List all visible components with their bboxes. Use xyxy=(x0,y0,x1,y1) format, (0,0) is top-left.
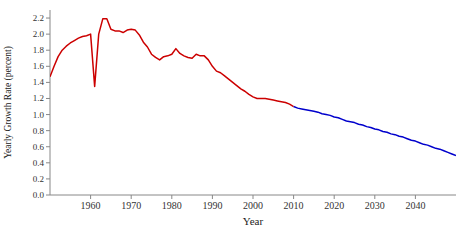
y-axis-line xyxy=(50,10,51,195)
y-tick-label: 0.0 xyxy=(33,190,45,200)
x-axis-label: Year xyxy=(243,215,264,227)
y-tick-label: 0.2 xyxy=(33,174,44,184)
y-axis-label: Yearly Growth Rate (percent) xyxy=(3,46,14,159)
x-tick xyxy=(374,195,375,199)
axes: 1960 1970 1980 1990 2000 2010 2020 2030 2040 0.0 0… xyxy=(33,10,456,211)
y-tick xyxy=(46,98,50,99)
y-tick-label: 1.6 xyxy=(33,61,45,71)
series-line xyxy=(50,19,294,107)
x-tick-label: 1970 xyxy=(121,200,141,211)
x-tick xyxy=(293,195,294,199)
y-tick-label: 2.2 xyxy=(33,13,44,23)
y-tick xyxy=(46,114,50,115)
y-tick xyxy=(46,162,50,163)
x-tick-label: 2030 xyxy=(365,200,385,211)
x-tick-label: 1990 xyxy=(202,200,222,211)
y-tick-label: 0.4 xyxy=(33,158,45,168)
x-tick-label: 1980 xyxy=(162,200,182,211)
y-tick xyxy=(46,66,50,67)
y-tick-label: 1.0 xyxy=(33,110,45,120)
x-tick xyxy=(334,195,335,199)
y-tick-label: 2.0 xyxy=(33,29,45,39)
y-tick-label: 0.6 xyxy=(33,142,45,152)
y-tick-label: 1.2 xyxy=(33,93,44,103)
x-tick-label: 2000 xyxy=(243,200,263,211)
y-tick-label: 1.4 xyxy=(33,77,45,87)
background xyxy=(0,0,470,231)
y-tick xyxy=(46,82,50,83)
y-tick xyxy=(46,178,50,179)
x-tick xyxy=(131,195,132,199)
y-tick xyxy=(46,130,50,131)
x-tick xyxy=(415,195,416,199)
y-tick xyxy=(46,195,50,196)
y-tick xyxy=(46,18,50,19)
x-tick-label: 2040 xyxy=(405,200,425,211)
y-tick xyxy=(46,146,50,147)
x-tick xyxy=(212,195,213,199)
x-tick xyxy=(171,195,172,199)
y-tick xyxy=(46,34,50,35)
chart: 1960 1970 1980 1990 2000 2010 2020 2030 2040 0.0 0… xyxy=(0,0,470,231)
x-tick-label: 2010 xyxy=(284,200,304,211)
plot-area xyxy=(50,19,456,156)
x-tick-label: 1960 xyxy=(81,200,101,211)
series-line xyxy=(294,107,456,156)
x-tick xyxy=(90,195,91,199)
x-tick-label: 2020 xyxy=(324,200,344,211)
y-tick-label: 1.8 xyxy=(33,45,45,55)
y-tick xyxy=(46,50,50,51)
y-tick-label: 0.8 xyxy=(33,126,45,136)
x-tick xyxy=(253,195,254,199)
